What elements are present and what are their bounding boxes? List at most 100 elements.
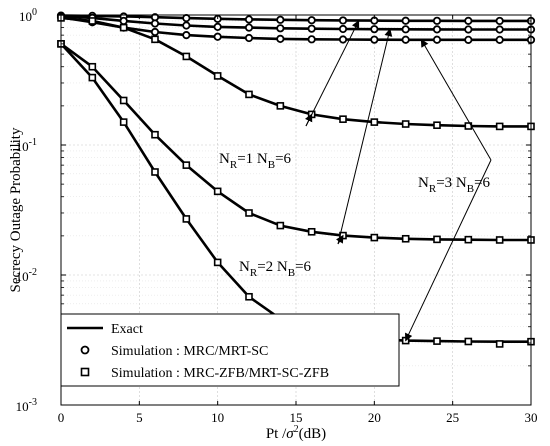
anno-mid: =2 N: [257, 259, 288, 275]
anno-sub1: R: [429, 183, 437, 195]
square-marker: [495, 122, 504, 131]
square-marker: [401, 120, 410, 128]
anno-prefix: N: [239, 259, 250, 275]
square-marker: [182, 52, 191, 61]
legend-label: Simulation : MRC-ZFB/MRT-SC-ZFB: [111, 366, 329, 381]
x-tick-label: 20: [368, 410, 381, 425]
square-marker: [151, 168, 159, 176]
x-tick-label: 10: [211, 410, 224, 425]
x-label-unit: (dB): [299, 426, 327, 442]
circle-marker: [464, 35, 473, 44]
exact-curve: [60, 16, 531, 128]
circle-marker: [276, 24, 285, 33]
square-marker: [119, 96, 128, 105]
circle-marker: [432, 16, 442, 25]
circle-marker: [150, 27, 160, 37]
circle-marker: [307, 16, 316, 25]
square-marker: [276, 102, 285, 110]
circle-marker: [119, 16, 128, 26]
circle-marker: [370, 25, 379, 34]
circle-marker: [213, 22, 222, 31]
square-marker: [433, 235, 441, 244]
square-marker: [182, 215, 191, 223]
y-tick-exp: -2: [29, 267, 37, 278]
circle-marker: [464, 16, 473, 25]
square-marker: [245, 209, 253, 217]
y-tick-label: 100: [19, 7, 37, 24]
square-marker: [464, 235, 473, 244]
arrow-n2: [337, 28, 393, 245]
anno-mid: =1 N: [237, 151, 268, 167]
arrow-n1: [305, 20, 360, 127]
square-marker: [495, 236, 504, 244]
square-marker: [151, 35, 159, 44]
square-marker: [119, 23, 128, 32]
x-label-base: Pt /: [266, 426, 287, 442]
arrow-n2: [335, 234, 344, 245]
square-marker: [401, 234, 410, 243]
x-tick-label: 0: [58, 410, 65, 425]
circle-marker: [182, 31, 191, 40]
y-tick-base: 10: [16, 399, 29, 414]
square-marker: [88, 62, 97, 71]
legend-label: Simulation : MRC/MRT-SC: [111, 344, 268, 359]
circle-marker: [213, 32, 222, 41]
square-marker: [370, 118, 379, 126]
square-marker: [119, 118, 128, 126]
x-axis-label: Pt /σ2(dB): [266, 424, 326, 442]
x-label-sigma: σ: [286, 426, 294, 442]
square-marker: [151, 130, 159, 139]
anno-sub2: B: [288, 267, 295, 279]
circle-marker: [495, 25, 504, 34]
y-tick-base: 10: [16, 269, 29, 284]
square-marker: [88, 73, 97, 82]
y-tick-base: 10: [19, 9, 32, 24]
exact-curve: [60, 42, 531, 242]
square-marker: [245, 292, 253, 301]
arrow-n1: [305, 113, 313, 127]
anno-sub1: R: [250, 267, 258, 279]
anno-prefix: N: [219, 151, 230, 167]
circle-marker: [307, 24, 316, 33]
annotation-layer: NR=1 NB=6NR=2 NB=6NR=3 NB=6: [219, 20, 492, 342]
square-marker: [213, 258, 222, 267]
legend-circle-swatch: [80, 345, 90, 355]
x-tick-label: 15: [290, 410, 303, 425]
circle-marker: [276, 34, 285, 43]
circle-marker: [182, 14, 191, 23]
annotation-n1: NR=1 NB=6: [219, 151, 292, 171]
square-marker: [370, 233, 379, 242]
y-axis-label: Secrecy Outage Probability: [8, 127, 24, 292]
circle-marker: [244, 15, 254, 24]
exact-curve: [60, 16, 531, 42]
circle-marker: [401, 35, 410, 44]
square-marker: [213, 72, 222, 80]
square-marker: [433, 337, 441, 345]
circle-marker: [495, 35, 504, 44]
anno-suffix: =6: [295, 259, 311, 275]
circle-marker: [276, 15, 285, 24]
legend: Exact Simulation : MRC/MRT-SC Simulation :…: [60, 313, 400, 387]
anno-sub2: B: [268, 159, 275, 171]
exact-curve: [60, 14, 531, 31]
circle-marker: [244, 23, 254, 32]
legend-label: Exact: [111, 322, 143, 337]
square-marker: [495, 340, 504, 348]
circle-marker: [370, 35, 379, 44]
circle-marker: [338, 35, 348, 44]
circle-marker: [338, 16, 348, 25]
x-tick-label: 25: [446, 410, 459, 425]
circle-marker: [401, 16, 410, 25]
square-marker: [464, 337, 473, 346]
circle-marker: [432, 25, 442, 34]
x-tick-label: 30: [525, 410, 538, 425]
y-tick-exp: -1: [29, 137, 37, 148]
anno-sub2: B: [467, 183, 474, 195]
y-tick-label: 10-3: [16, 397, 37, 414]
y-tick-label: 10-1: [16, 137, 37, 154]
arrow-n3: [420, 38, 492, 161]
y-tick-exp: 0: [32, 7, 37, 18]
circle-marker: [401, 25, 410, 34]
